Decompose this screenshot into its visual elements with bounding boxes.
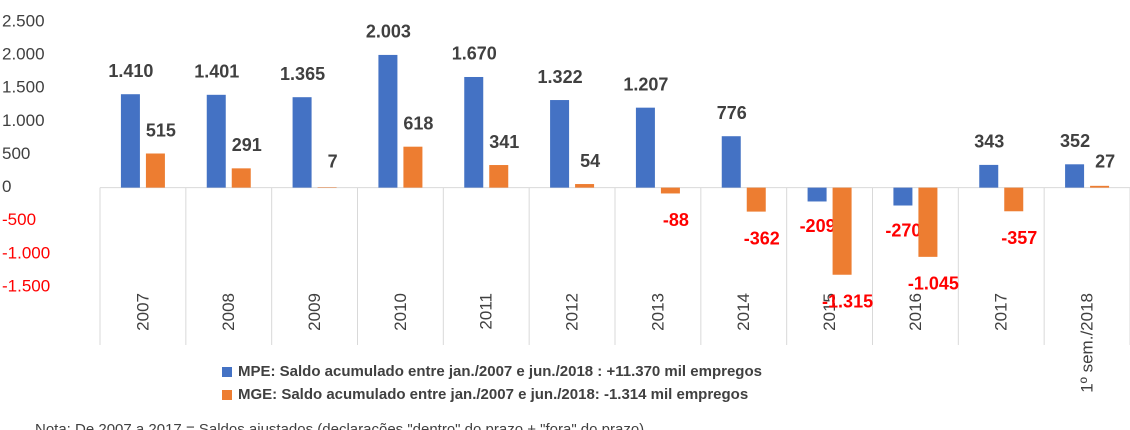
- x-tick-label: 2015: [820, 293, 839, 331]
- x-tick-label: 2012: [563, 293, 582, 331]
- value-label: -362: [744, 228, 780, 248]
- value-label: 515: [146, 120, 176, 140]
- legend-swatch: [222, 390, 232, 400]
- y-tick-label: 1.000: [2, 111, 45, 130]
- x-tick-label: 2016: [906, 293, 925, 331]
- value-label: -357: [1001, 228, 1037, 248]
- bar: [550, 100, 570, 188]
- bar: [1004, 187, 1024, 212]
- bar: [746, 187, 766, 212]
- x-tick-label: 2009: [305, 293, 324, 331]
- x-tick-label: 1º sem./2018: [1078, 293, 1097, 393]
- legend-swatch: [222, 367, 232, 377]
- y-tick-label: -1.000: [2, 243, 50, 262]
- bar: [403, 146, 423, 188]
- value-label: 343: [974, 132, 1004, 152]
- bar: [1065, 164, 1085, 188]
- value-label: 1.365: [280, 64, 325, 84]
- bar: [292, 97, 312, 188]
- x-tick-label: 2008: [219, 293, 238, 331]
- legend-label: MPE: Saldo acumulado entre jan./2007 e j…: [238, 363, 762, 380]
- y-tick-label: 2.000: [2, 45, 45, 64]
- value-label: 2.003: [366, 22, 411, 42]
- y-tick-label: -500: [2, 210, 36, 229]
- value-label: 1.207: [623, 74, 668, 94]
- bar: [979, 164, 999, 188]
- value-label: -88: [663, 210, 689, 230]
- bar: [464, 76, 484, 188]
- y-tick-label: 0: [2, 177, 11, 196]
- bar: [1090, 185, 1110, 188]
- value-label: 291: [232, 135, 262, 155]
- bar: [378, 54, 398, 188]
- value-label: 776: [717, 103, 747, 123]
- x-tick-label: 2007: [133, 293, 152, 331]
- bar: [575, 184, 595, 188]
- note: Nota: De 2007 a 2017 = Saldos ajustados …: [35, 421, 644, 430]
- bar: [635, 107, 655, 188]
- value-label: -270: [885, 220, 921, 240]
- value-label: 1.670: [452, 44, 497, 64]
- y-tick-label: -1.500: [2, 276, 50, 295]
- y-tick-label: 2.500: [2, 11, 45, 30]
- value-label: -1.045: [908, 274, 959, 294]
- bar: [489, 165, 509, 188]
- value-label: 618: [403, 113, 433, 133]
- y-tick-label: 500: [2, 144, 30, 163]
- value-label: -1.315: [822, 291, 873, 311]
- value-label: 352: [1060, 131, 1090, 151]
- legend-label: MGE: Saldo acumulado entre jan./2007 e j…: [238, 386, 748, 403]
- bar: [832, 187, 852, 275]
- x-tick-label: 2013: [648, 293, 667, 331]
- y-tick-label: 1.500: [2, 78, 45, 97]
- bar: [893, 187, 913, 206]
- bar: [120, 94, 140, 188]
- x-tick-label: 2017: [992, 293, 1011, 331]
- value-label: 1.322: [538, 67, 583, 87]
- value-label: 341: [489, 132, 519, 152]
- bar: [206, 94, 226, 188]
- x-tick-label: 2011: [477, 293, 496, 330]
- value-label: 54: [580, 151, 600, 171]
- value-label: -209: [800, 216, 836, 236]
- x-tick-label: 2014: [734, 293, 753, 331]
- value-label: 1.401: [194, 62, 239, 82]
- bar: [721, 136, 741, 188]
- bar: [807, 187, 827, 202]
- x-tick-label: 2010: [391, 293, 410, 331]
- value-label: 1.410: [108, 61, 153, 81]
- bar: [660, 187, 680, 194]
- bar: [918, 187, 938, 257]
- bar: [145, 153, 165, 188]
- value-label: 7: [328, 151, 338, 171]
- value-label: 27: [1095, 151, 1115, 171]
- bar: [231, 168, 251, 188]
